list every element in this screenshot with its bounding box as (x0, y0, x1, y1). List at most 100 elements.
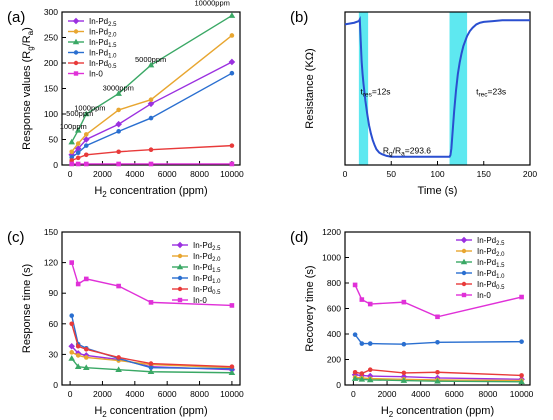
legend-marker (460, 258, 468, 265)
legend-marker (461, 292, 467, 298)
plot-frame (61, 231, 241, 386)
legend-entry: In-Pd0.5 (89, 59, 117, 70)
y-tick-label: 100 (44, 109, 58, 119)
annotation: Rg/Ra=293.6 (383, 145, 431, 157)
x-tick-label: 10000 (220, 389, 244, 399)
x-axis-label: H2 concentration (ppm) (94, 185, 207, 199)
data-point (74, 363, 82, 369)
panel-d: 0 2000 4000 6000 8000 10000 0 200 400 600 800 1000 1… (290, 227, 534, 419)
legend-marker (177, 297, 183, 303)
data-point (83, 152, 89, 158)
data-point (401, 341, 407, 347)
annotation: tres=12s (360, 87, 390, 99)
legend-entry: In-Pd2.5 (89, 17, 117, 28)
data-point (82, 364, 90, 370)
data-point (82, 136, 90, 143)
y-tick-label: 120 (44, 258, 58, 268)
data-point (75, 281, 81, 287)
data-point (147, 61, 155, 68)
x-tick-label: 150 (477, 169, 491, 179)
data-point (148, 365, 154, 370)
series-In-Pd1.5 (68, 355, 236, 376)
x-tick-label: 4000 (411, 389, 430, 399)
data-point (434, 377, 441, 384)
legend-entry: In-Pd2.5 (477, 236, 505, 247)
annotation: 10000ppm (194, 0, 229, 8)
x-tick-label: 2000 (378, 389, 397, 399)
data-point (75, 353, 81, 358)
data-point (83, 161, 89, 167)
legend-marker (176, 263, 184, 270)
legend-entry: In-Pd0.5 (477, 280, 505, 291)
x-tick-label: 2000 (93, 389, 112, 399)
x-tick-label: 8000 (478, 389, 497, 399)
data-point (69, 313, 75, 318)
series-In-Pd1.0 (69, 70, 235, 160)
data-point (83, 143, 89, 148)
legend-entry: In-0 (89, 70, 103, 79)
x-tick-label: 6000 (445, 389, 464, 399)
data-point (83, 132, 89, 137)
y-tick-label: 150 (44, 84, 58, 94)
x-tick-label: 2000 (93, 169, 112, 179)
panel-label: (b) (290, 9, 308, 26)
data-point (68, 151, 76, 159)
data-point (401, 299, 407, 305)
panel-label: (d) (290, 229, 308, 246)
data-point (359, 371, 365, 376)
y-axis-label: Response time (s) (21, 264, 33, 353)
x-tick-label: 8000 (190, 169, 209, 179)
data-point (116, 129, 121, 134)
x-tick-label: 10000 (510, 389, 534, 399)
data-point (229, 364, 235, 369)
series-In-0 (352, 282, 524, 320)
legend-entry: In-Pd1.0 (477, 269, 505, 280)
data-point (229, 303, 235, 308)
x-tick-label: 10000 (220, 169, 244, 179)
data-point (147, 100, 155, 108)
data-point (228, 369, 236, 376)
data-point (435, 369, 440, 375)
legend-entry: In-Pd2.0 (477, 247, 505, 258)
x-tick-label: 8000 (190, 389, 209, 399)
data-point (68, 355, 76, 361)
series-line (354, 284, 522, 318)
y-tick-label: 600 (327, 304, 341, 314)
data-point (400, 373, 408, 381)
x-axis-label: Time (s) (418, 185, 458, 197)
legend-marker (461, 281, 467, 287)
data-point (367, 301, 373, 307)
data-point (148, 97, 154, 103)
y-axis-label: Recovery time (s) (304, 265, 316, 351)
legend: In-Pd2.5In-Pd2.0In-Pd1.5In-Pd1.0In-Pd0.5… (68, 17, 117, 79)
y-tick-label: 90 (49, 288, 59, 298)
annotation: 500ppm (66, 109, 93, 118)
data-point (75, 150, 81, 156)
data-point (83, 347, 89, 352)
panel-b: 0 50 100 150 200 Time (s) Resistance (KΩ) (b) tr… (290, 9, 537, 197)
legend-entry: In-Pd1.0 (193, 274, 221, 285)
data-point (69, 161, 75, 167)
data-point (366, 376, 374, 383)
x-tick-label: 100 (430, 169, 444, 179)
data-point (228, 12, 236, 18)
legend-marker (176, 241, 184, 249)
data-point (74, 145, 82, 152)
legend-entry: In-Pd2.0 (193, 252, 221, 263)
data-point (68, 342, 76, 350)
legend-marker (73, 29, 79, 34)
data-point (148, 361, 154, 366)
y-tick-label: 400 (327, 329, 341, 339)
series-In-Pd0.5 (352, 367, 524, 378)
y-tick-label: 150 (44, 227, 58, 237)
data-point (116, 283, 121, 289)
y-tick-label: 60 (49, 319, 59, 329)
series-In-Pd0.5 (69, 143, 235, 163)
x-tick-label: 0 (68, 389, 73, 399)
data-point (435, 314, 440, 320)
x-axis-label: H2 concentration (ppm) (94, 405, 207, 419)
data-point (115, 120, 122, 128)
series-line (71, 72, 233, 158)
y-tick-label: 200 (44, 58, 58, 68)
legend-entry: In-Pd1.0 (89, 49, 117, 60)
